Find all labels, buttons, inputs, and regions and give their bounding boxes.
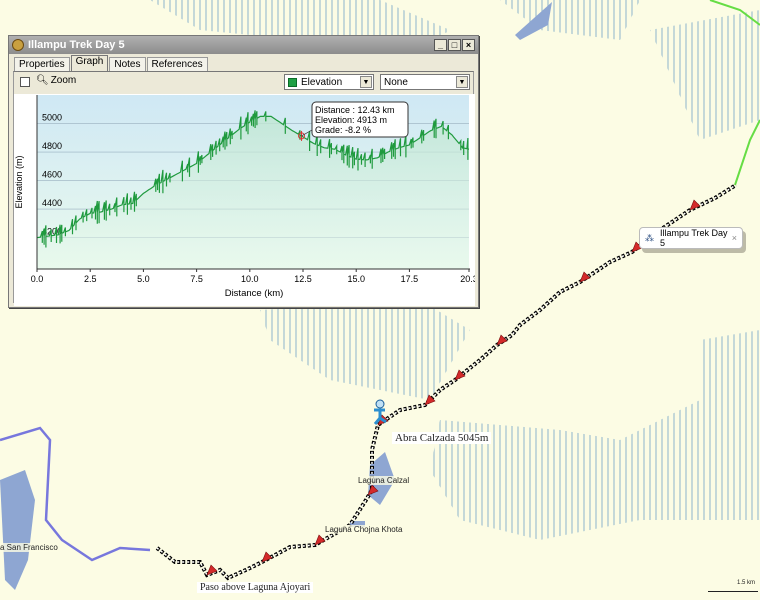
y-axis-label: Elevation (m) (14, 155, 24, 208)
y-tick-label: 4400 (42, 198, 62, 208)
x-tick-label: 5.0 (137, 274, 150, 284)
direction-arrow-icon (454, 369, 466, 381)
tab-references[interactable]: References (146, 57, 208, 71)
x-tick-label: 20.3 (460, 274, 475, 284)
footprints-icon: ⁂ (645, 232, 654, 243)
x-tick-label: 7.5 (190, 274, 203, 284)
title-bar[interactable]: Illampu Trek Day 5 _ □ × (9, 36, 478, 54)
elevation-line (36, 110, 470, 248)
scale-bar (708, 590, 758, 592)
track-properties-window[interactable]: Illampu Trek Day 5 _ □ × Properties Grap… (8, 35, 479, 308)
track-popup[interactable]: ⁂ Illampu Trek Day 5 × (639, 227, 743, 249)
cursor-marker (298, 129, 313, 141)
y-tick-label: 5000 (42, 113, 62, 123)
x-tick-label: 15.0 (347, 274, 365, 284)
magnifier-icon: 🔍︎ (36, 75, 49, 86)
secondary-series-select[interactable]: None ▼ (380, 74, 470, 90)
chevron-down-icon[interactable]: ▼ (456, 76, 468, 88)
tab-notes[interactable]: Notes (109, 57, 146, 71)
y-tick-label: 4800 (42, 141, 62, 151)
tooltip: Distance : 12.43 km Elevation: 4913 m Gr… (311, 101, 409, 138)
x-axis-label: Distance (km) (225, 288, 284, 299)
hiker-icon (373, 399, 387, 425)
maximize-button[interactable]: □ (448, 39, 461, 51)
direction-arrow-icon (496, 334, 508, 346)
label-abra-calzada: Abra Calzada 5045m (392, 432, 492, 444)
x-tick-label: 10.0 (241, 274, 259, 284)
chevron-down-icon[interactable]: ▼ (360, 76, 372, 88)
zoom-label: Zoom (50, 75, 77, 86)
x-tick-label: 0.0 (31, 274, 44, 284)
elevation-chart[interactable]: 4200 4400 4600 4800 5000 0.0 2.5 5.0 7.5 10.0 12.5… (14, 92, 475, 306)
elevation-area (37, 116, 469, 270)
elevation-swatch (288, 77, 297, 87)
window-title: Illampu Trek Day 5 (28, 39, 125, 51)
direction-arrow-icon (206, 564, 218, 576)
direction-arrow-icon (579, 271, 591, 283)
minimize-button[interactable]: _ (434, 39, 447, 51)
y-tick-label: 4600 (42, 170, 62, 180)
green-track[interactable] (734, 119, 760, 186)
primary-series-select[interactable]: Elevation ▼ (284, 74, 374, 90)
app-icon (12, 39, 24, 51)
zoom-control[interactable]: 🔍︎ Zoom (36, 75, 76, 86)
direction-arrow-icon (314, 534, 326, 546)
label-laguna-chojna: Laguna Chojna Khota (325, 525, 403, 534)
popup-close-button[interactable]: × (731, 233, 737, 243)
direction-arrow-icon (424, 394, 436, 406)
primary-select-value: Elevation (301, 76, 343, 88)
direction-arrow-icon (367, 484, 379, 496)
label-paso: Paso above Laguna Ajoyari (197, 582, 314, 593)
tab-properties[interactable]: Properties (14, 57, 70, 71)
close-button[interactable]: × (462, 39, 475, 51)
x-tick-label: 17.5 (401, 274, 419, 284)
tooltip-distance: Distance : 12.43 km (315, 105, 395, 115)
tab-graph[interactable]: Graph (70, 55, 109, 71)
direction-arrow-icon (261, 551, 273, 563)
x-tick-label: 12.5 (294, 274, 312, 284)
label-san-francisco: a San Francisco (0, 543, 58, 552)
zoom-checkbox[interactable] (20, 77, 30, 87)
x-tick-label: 2.5 (84, 274, 97, 284)
popup-label: Illampu Trek Day 5 (660, 228, 728, 248)
label-laguna-calzal: Laguna Calzal (358, 476, 410, 485)
route-line[interactable] (0, 426, 151, 562)
tooltip-elevation: Elevation: 4913 m (315, 115, 387, 125)
direction-arrow-icon (689, 199, 701, 211)
secondary-select-value: None (384, 76, 408, 88)
tooltip-grade: Grade: -8.2 % (315, 125, 371, 135)
scale-label: 1.5 km (737, 580, 756, 586)
green-track-top[interactable] (709, 0, 760, 26)
y-tick-label: 4200 (42, 227, 62, 237)
